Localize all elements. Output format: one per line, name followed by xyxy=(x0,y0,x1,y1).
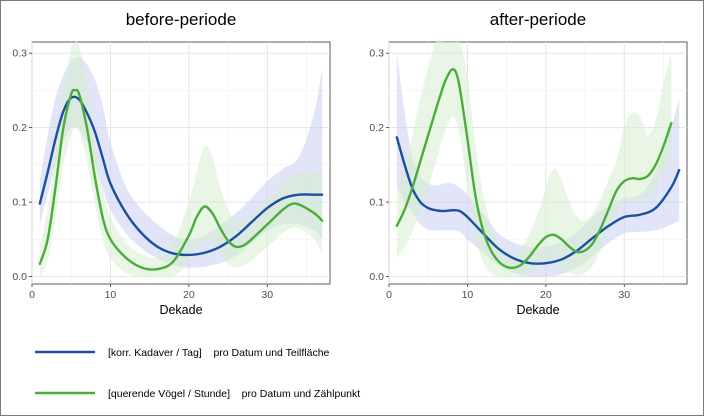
series-line-kadaver xyxy=(395,136,681,265)
series-lines-after xyxy=(395,68,681,270)
x-axis-label-before: Dekade xyxy=(159,303,202,317)
y-tick-label: 0.0 xyxy=(12,271,27,283)
y-tick-label: 0.1 xyxy=(369,197,384,209)
legend-label-voegel: [querende Vögel / Stunde] pro Datum und … xyxy=(108,388,360,400)
axes-before: 0 10 20 30 0.0 0.1 0.2 0.3 xyxy=(12,48,273,301)
x-tick-label: 0 xyxy=(29,289,35,301)
legend-label-kadaver: [korr. Kadaver / Tag] pro Datum und Teil… xyxy=(108,347,330,359)
series-line-voegel xyxy=(38,88,324,271)
axes-after: 0 10 20 30 0.0 0.1 0.2 0.3 xyxy=(369,48,630,301)
x-tick-label: 10 xyxy=(105,289,117,301)
panel-title-before: before-periode xyxy=(126,10,237,29)
confidence-band-voegel xyxy=(396,39,672,277)
panel-before: before-periode 0 10 20 30 0.0 0.1 0.2 0.3 Dekad… xyxy=(12,10,331,317)
x-tick-label: 30 xyxy=(618,289,630,301)
y-tick-label: 0.0 xyxy=(369,271,384,283)
legend: [korr. Kadaver / Tag] pro Datum und Teil… xyxy=(35,347,360,400)
panel-after: after-periode 0 10 20 30 0.0 0.1 0.2 0.3 Dekade xyxy=(369,10,688,317)
y-tick-label: 0.3 xyxy=(12,48,27,60)
y-tick-label: 0.2 xyxy=(12,122,27,134)
panel-title-after: after-periode xyxy=(490,10,586,29)
y-tick-label: 0.1 xyxy=(12,197,27,209)
x-tick-label: 20 xyxy=(183,289,195,301)
x-axis-label-after: Dekade xyxy=(516,303,559,317)
x-tick-label: 10 xyxy=(462,289,474,301)
y-tick-label: 0.3 xyxy=(369,48,384,60)
x-tick-label: 30 xyxy=(261,289,273,301)
x-tick-label: 20 xyxy=(540,289,552,301)
series-line-voegel xyxy=(395,68,673,270)
confidence-bands-before xyxy=(39,41,323,278)
confidence-bands-after xyxy=(396,39,680,277)
x-tick-label: 0 xyxy=(386,289,392,301)
confidence-band-voegel xyxy=(39,41,323,278)
series-lines-before xyxy=(38,88,324,271)
y-tick-label: 0.2 xyxy=(369,122,384,134)
